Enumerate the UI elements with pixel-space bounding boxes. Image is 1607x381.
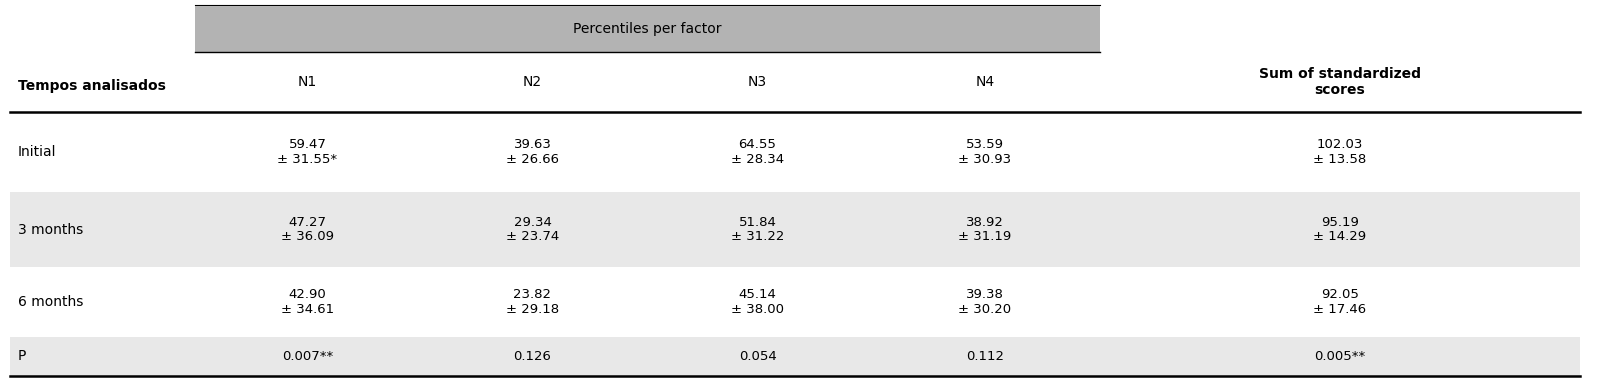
- Text: 47.27
± 36.09: 47.27 ± 36.09: [281, 216, 334, 243]
- Text: P: P: [18, 349, 26, 363]
- Text: 95.19
± 14.29: 95.19 ± 14.29: [1313, 216, 1366, 243]
- Text: N1: N1: [297, 75, 317, 89]
- Text: 53.59
± 30.93: 53.59 ± 30.93: [958, 138, 1011, 166]
- Text: Percentiles per factor: Percentiles per factor: [572, 21, 722, 35]
- Bar: [10, 112, 1580, 192]
- Text: Tempos analisados: Tempos analisados: [18, 79, 166, 93]
- Bar: [10, 192, 1580, 267]
- Text: 102.03
± 13.58: 102.03 ± 13.58: [1313, 138, 1366, 166]
- Text: 51.84
± 31.22: 51.84 ± 31.22: [730, 216, 784, 243]
- Text: 0.007**: 0.007**: [281, 350, 333, 363]
- Text: Sum of standardized
scores: Sum of standardized scores: [1258, 67, 1421, 97]
- Text: 64.55
± 28.34: 64.55 ± 28.34: [731, 138, 784, 166]
- Text: 0.054: 0.054: [738, 350, 776, 363]
- Text: 0.112: 0.112: [966, 350, 1003, 363]
- Bar: [194, 5, 1099, 52]
- Text: 92.05
± 17.46: 92.05 ± 17.46: [1313, 288, 1366, 316]
- Text: 0.126: 0.126: [513, 350, 551, 363]
- Bar: [10, 52, 1580, 112]
- Text: N2: N2: [522, 75, 542, 89]
- Text: 42.90
± 34.61: 42.90 ± 34.61: [281, 288, 334, 316]
- Text: N3: N3: [747, 75, 767, 89]
- Text: 6 months: 6 months: [18, 295, 84, 309]
- Text: 39.63
± 26.66: 39.63 ± 26.66: [506, 138, 559, 166]
- Text: 3 months: 3 months: [18, 223, 84, 237]
- Bar: [10, 337, 1580, 376]
- Text: 38.92
± 31.19: 38.92 ± 31.19: [958, 216, 1011, 243]
- Bar: [10, 267, 1580, 337]
- Text: 59.47
± 31.55*: 59.47 ± 31.55*: [278, 138, 337, 166]
- Text: Initial: Initial: [18, 145, 56, 159]
- Text: 29.34
± 23.74: 29.34 ± 23.74: [506, 216, 559, 243]
- Text: 45.14
± 38.00: 45.14 ± 38.00: [731, 288, 784, 316]
- Text: N4: N4: [975, 75, 995, 89]
- Text: 23.82
± 29.18: 23.82 ± 29.18: [506, 288, 559, 316]
- Text: 39.38
± 30.20: 39.38 ± 30.20: [958, 288, 1011, 316]
- Text: 0.005**: 0.005**: [1313, 350, 1364, 363]
